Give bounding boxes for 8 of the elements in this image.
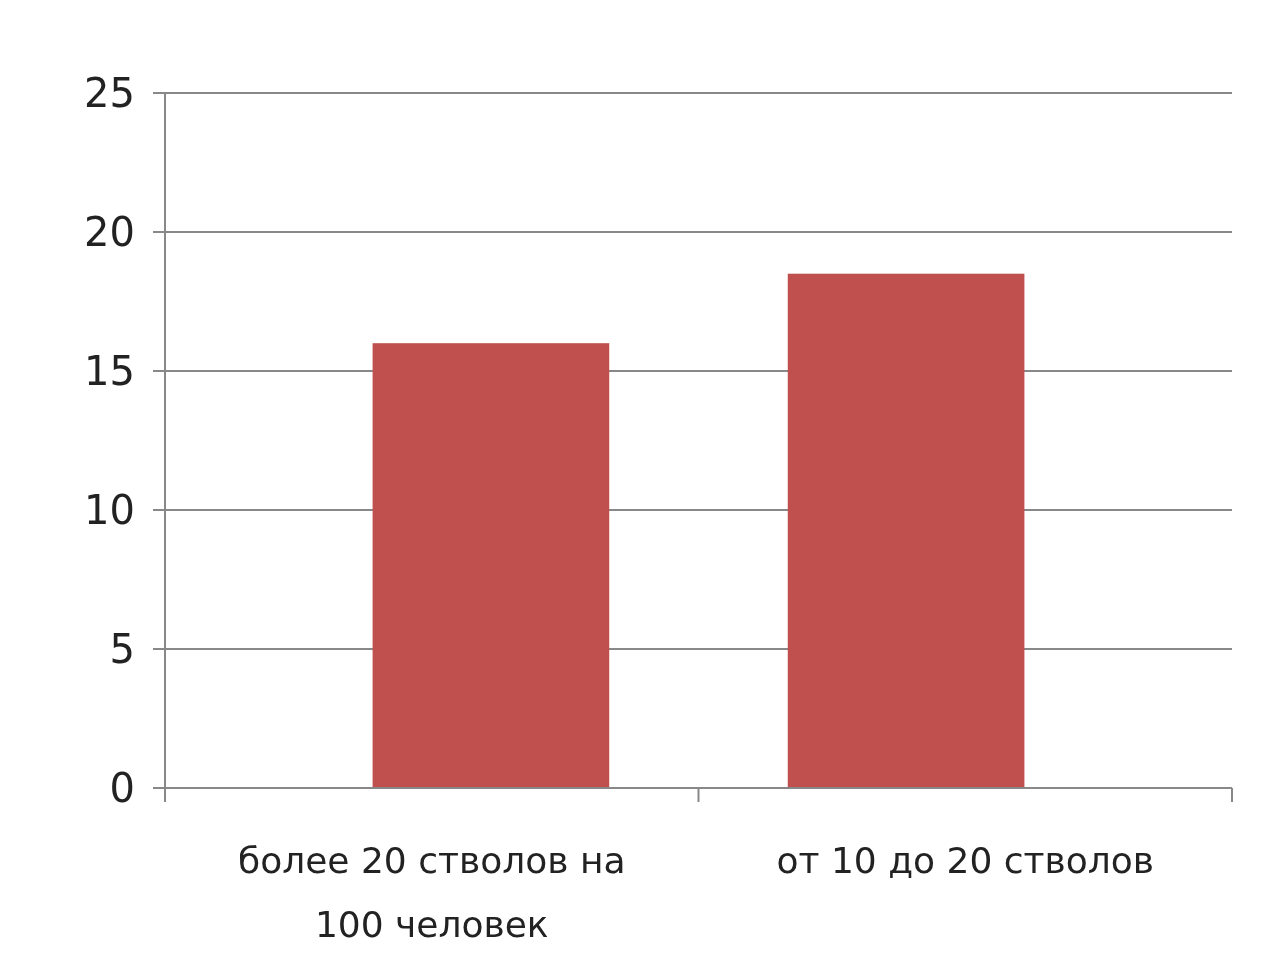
x-tick-label: от 10 до 20 стволов xyxy=(776,840,1155,881)
y-tick-label: 10 xyxy=(84,487,135,533)
x-tick-label: более 20 стволов на 100 человек xyxy=(237,840,626,945)
y-tick-label: 0 xyxy=(109,765,135,811)
y-tick-label: 20 xyxy=(84,209,135,255)
y-tick-label: 25 xyxy=(84,70,135,116)
y-tick-label: 5 xyxy=(109,626,135,672)
y-tick-label: 15 xyxy=(84,348,135,394)
